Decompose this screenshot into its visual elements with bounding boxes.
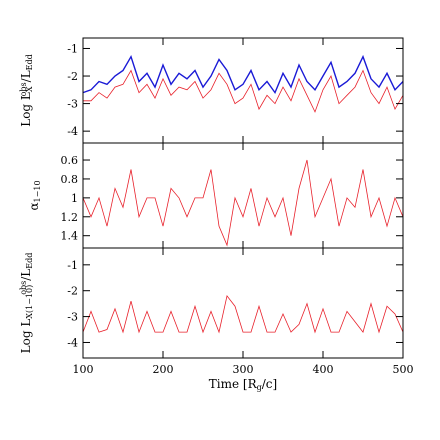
y-tick-label: -2 [67, 70, 78, 83]
x-tick-label: 300 [233, 363, 254, 376]
y-tick-label: 1 [71, 192, 78, 205]
label-part: X(1−10) [25, 285, 34, 319]
y-tick-label: 0.8 [61, 173, 79, 186]
label-part: Log L [19, 319, 33, 354]
label-part: obs [19, 281, 28, 295]
x-tick-label: 200 [153, 363, 174, 376]
label-part: X [25, 86, 34, 92]
panel: 100 200 300 400 500 -1 -2 -3 -4 Log LX(1−10)obs/L… [19, 247, 414, 392]
plot-frame [82, 37, 404, 144]
panel: 0.6 0.8 1 1.2 1.4 α1−10 [27, 142, 404, 249]
series-line [82, 54, 404, 95]
y-tick-label: -4 [67, 125, 78, 138]
y-tick-label: -3 [67, 98, 78, 111]
y-tick-label: 1.2 [61, 211, 79, 224]
y-axis-label: Log LX(1−10)obs/LEdd [19, 253, 34, 354]
label-part: Time [R [209, 377, 258, 391]
label-part: /c] [262, 377, 277, 391]
x-tick-label: 400 [313, 363, 334, 376]
y-axis-label: α1−10 [27, 180, 42, 210]
y-tick-label: -4 [67, 336, 78, 349]
label-part: /L [19, 70, 33, 82]
label-part: Edd [25, 54, 34, 70]
y-tick-label: 1.4 [61, 230, 79, 243]
y-tick-label: -1 [67, 42, 78, 55]
label-part: Edd [25, 253, 34, 269]
series-line [83, 69, 404, 113]
series-line [82, 159, 404, 247]
label-part: 1−10 [33, 180, 42, 202]
label-part: obs [19, 82, 28, 96]
y-tick-label: -3 [67, 311, 78, 324]
label-part: α [27, 202, 41, 210]
plot-frame [82, 142, 404, 249]
y-tick-label: -2 [67, 285, 78, 298]
panel: -1 -2 -3 -4 Log LXobs/LEdd [19, 37, 404, 144]
label-part: /L [19, 269, 33, 281]
y-tick-label: 0.6 [61, 154, 79, 167]
plot-frame [82, 247, 404, 359]
x-tick-label: 500 [393, 363, 414, 376]
label-part: Log L [19, 92, 33, 127]
y-axis-label: Log LXobs/LEdd [19, 54, 34, 127]
x-tick-label: 100 [73, 363, 94, 376]
x-axis-label: Time [Rg/c] [209, 377, 277, 392]
series-line [82, 294, 404, 334]
label-part: g [257, 383, 262, 392]
y-tick-label: -1 [67, 259, 78, 272]
